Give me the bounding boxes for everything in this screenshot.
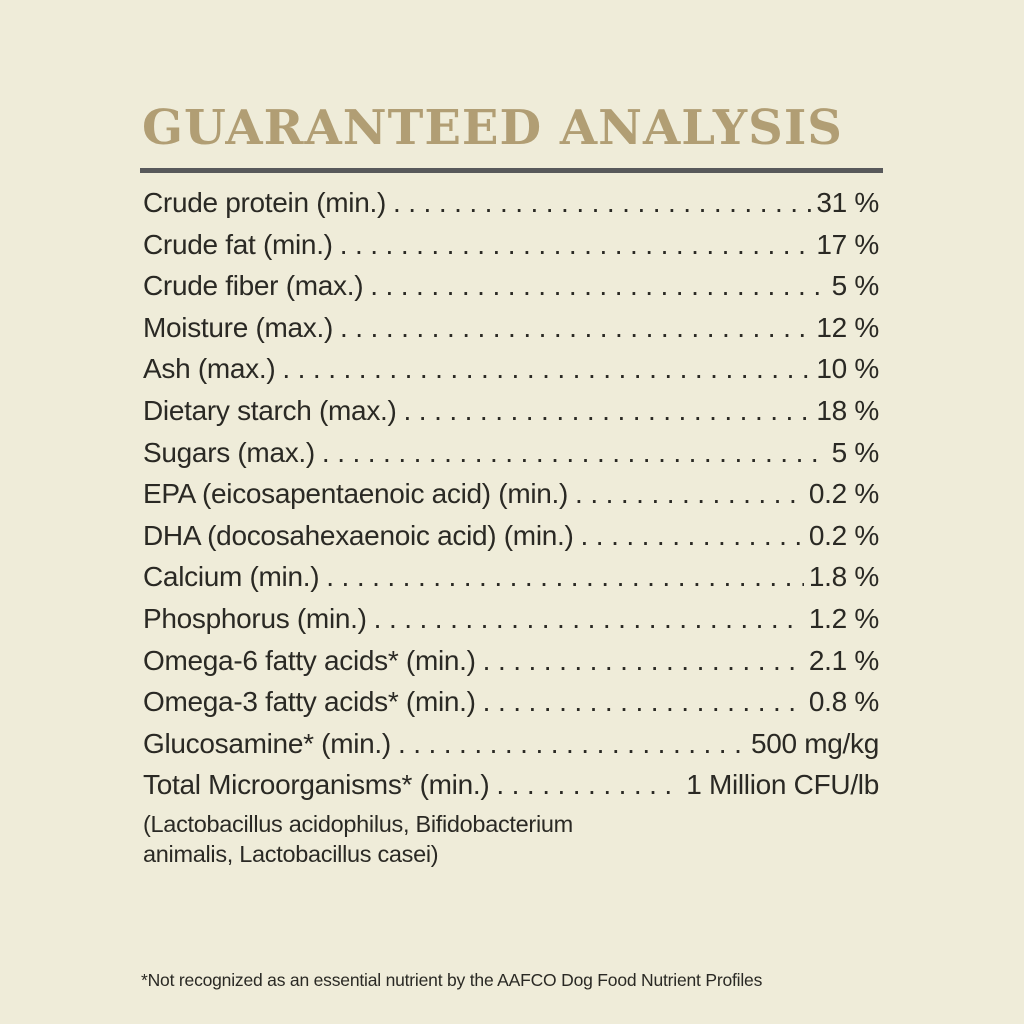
- nutrient-label: DHA (docosahexaenoic acid) (min.): [143, 519, 574, 551]
- note-line: (Lactobacillus acidophilus, Bifidobacter…: [143, 810, 573, 837]
- table-row: Ash (max.) 10 %: [140, 348, 883, 390]
- table-row: Total Microorganisms* (min.) 1 Million CF…: [140, 764, 883, 806]
- table-row: Crude fat (min.) 17 %: [140, 224, 883, 266]
- nutrient-label: Ash (max.): [143, 353, 276, 385]
- nutrient-label: Glucosamine* (min.): [143, 727, 391, 759]
- nutrient-value: 31 %: [816, 187, 879, 218]
- nutrient-label: Dietary starch (max.): [143, 394, 397, 426]
- dot-leader: [370, 265, 826, 307]
- nutrient-value: 0.8 %: [808, 686, 879, 718]
- nutrient-label: Calcium (min.): [143, 561, 320, 593]
- nutrient-label: Omega-6 fatty acids* (min.): [143, 644, 476, 676]
- nutrient-value: 500 mg/kg: [750, 727, 879, 759]
- table-row: Crude fiber (max.) 5 %: [140, 265, 883, 307]
- nutrient-value: 5 %: [831, 436, 880, 468]
- nutrient-value: 1.2 %: [808, 602, 879, 634]
- nutrient-label: Total Microorganisms* (min.): [143, 769, 490, 801]
- dot-leader: [374, 598, 804, 640]
- nutrient-label: Crude fat (min.): [143, 228, 333, 260]
- nutrient-label: Omega-3 fatty acids* (min.): [143, 686, 476, 718]
- dot-leader: [496, 764, 681, 806]
- nutrient-value: 5 %: [831, 270, 880, 302]
- nutrient-value: 0.2 %: [808, 519, 879, 551]
- title-divider: [140, 168, 883, 173]
- nutrient-value: 12 %: [816, 311, 879, 343]
- dot-leader: [322, 432, 827, 474]
- page-title: GUARANTEED ANALYSIS: [142, 100, 843, 156]
- note-line: animalis, Lactobacillus casei): [143, 841, 439, 868]
- dot-leader: [575, 473, 804, 515]
- dot-leader: [404, 390, 812, 432]
- table-row: Moisture (max.) 12 %: [140, 307, 883, 349]
- guaranteed-analysis-label: GUARANTEED ANALYSIS Crude protein (min.)…: [140, 0, 883, 870]
- table-row: EPA (eicosapentaenoic acid) (min.) 0.2 %: [140, 473, 883, 515]
- nutrient-value: 0.2 %: [808, 478, 879, 510]
- nutrient-label: Sugars (max.): [143, 436, 315, 468]
- nutrient-value: 1 Million CFU/lb: [686, 769, 879, 801]
- table-row: Dietary starch (max.) 18 %: [140, 390, 883, 432]
- table-row: Omega-3 fatty acids* (min.) 0.8 %: [140, 681, 883, 723]
- nutrient-value: 17 %: [816, 228, 879, 260]
- table-row: Phosphorus (min.) 1.2 %: [140, 598, 883, 640]
- nutrient-label: Moisture (max.): [143, 311, 333, 343]
- dot-leader: [483, 640, 804, 682]
- nutrient-label: EPA (eicosapentaenoic acid) (min.): [143, 478, 569, 510]
- dot-leader: [581, 515, 804, 557]
- nutrient-value: 2.1 %: [808, 644, 879, 676]
- dot-leader: [282, 348, 811, 390]
- nutrient-label: Crude protein (min.): [143, 187, 386, 218]
- analysis-rows: Crude protein (min.) 31 % Crude fat (min.)…: [140, 182, 883, 806]
- microorganism-note: (Lactobacillus acidophilus, Bifidobacter…: [140, 809, 883, 870]
- table-row: Omega-6 fatty acids* (min.) 2.1 %: [140, 640, 883, 682]
- table-row: DHA (docosahexaenoic acid) (min.) 0.2 %: [140, 515, 883, 557]
- table-row: Sugars (max.) 5 %: [140, 432, 883, 474]
- dot-leader: [340, 307, 811, 349]
- nutrient-label: Crude fiber (max.): [143, 270, 364, 302]
- aafco-footnote: *Not recognized as an essential nutrient…: [141, 970, 763, 990]
- table-row: Crude protein (min.) 31 %: [140, 182, 883, 224]
- dot-leader: [398, 723, 746, 765]
- dot-leader: [326, 556, 804, 598]
- dot-leader: [340, 224, 812, 266]
- nutrient-value: 10 %: [816, 353, 879, 385]
- nutrient-value: 1.8 %: [808, 561, 879, 593]
- table-row: Calcium (min.) 1.8 %: [140, 556, 883, 598]
- table-row: Glucosamine* (min.) 500 mg/kg: [140, 723, 883, 765]
- nutrient-label: Phosphorus (min.): [143, 602, 367, 634]
- dot-leader: [393, 182, 811, 224]
- dot-leader: [483, 681, 804, 723]
- nutrient-value: 18 %: [816, 394, 879, 426]
